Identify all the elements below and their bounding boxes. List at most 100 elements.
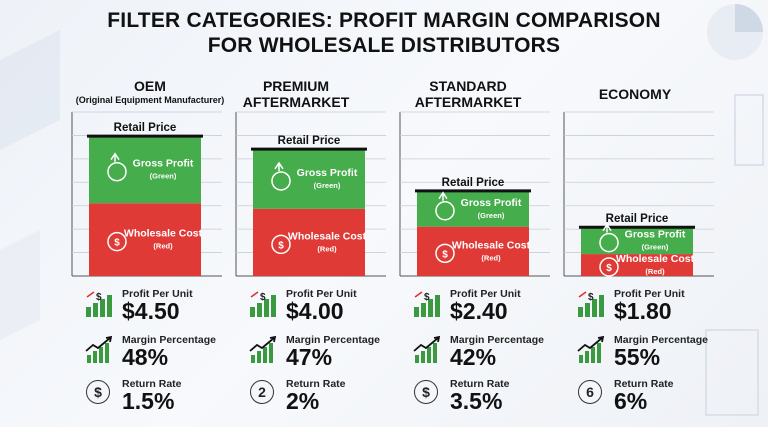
cost-segment-sub: (Red)	[153, 242, 173, 251]
metrics-panel-oem: $ Profit Per Unit $4.50 Margin Percentage 48…	[84, 286, 244, 416]
metric-profit-value: $4.50	[122, 298, 180, 324]
coins-icon	[107, 161, 127, 182]
category-subtitle: (Original Equipment Manufacturer)	[75, 95, 225, 105]
metric-margin-label: Margin Percentage	[450, 334, 544, 346]
money-bag-icon	[435, 243, 455, 264]
metric-profit-value: $1.80	[614, 298, 672, 324]
metric-return-label: Return Rate	[122, 378, 182, 390]
dollar-sign-glyph: $	[606, 263, 612, 274]
metric-margin: Margin Percentage 42%	[412, 332, 572, 372]
category-title-oem: OEM (Original Equipment Manufacturer)	[70, 78, 230, 106]
metrics-panel-economy: $ Profit Per Unit $1.80 Margin Percentage 55…	[576, 286, 736, 416]
metric-profit: $ Profit Per Unit $2.40	[412, 286, 572, 326]
svg-text:$: $	[260, 292, 266, 303]
metric-profit-label: Profit Per Unit	[614, 288, 685, 300]
metric-return-label: Return Rate	[614, 378, 674, 390]
arrow-up-icon	[602, 223, 612, 233]
metric-profit-value: $4.00	[286, 298, 344, 324]
dollar-sign-glyph: $	[114, 238, 120, 249]
metric-margin-value: 48%	[122, 344, 169, 370]
bar-wholesale-cost	[581, 254, 693, 276]
money-bag-icon	[107, 231, 127, 252]
return-coin-icon: $	[86, 380, 110, 404]
profit-segment-label: Gross Profit	[625, 229, 686, 241]
trend-up-icon	[84, 335, 114, 365]
dollar-sign-glyph: $	[278, 240, 284, 251]
metric-profit-label: Profit Per Unit	[286, 288, 357, 300]
return-coin-icon: $	[414, 380, 438, 404]
metric-margin-label: Margin Percentage	[286, 334, 380, 346]
cost-segment-label: Wholesale Cost	[452, 239, 531, 251]
retail-price-label: Retail Price	[114, 122, 177, 134]
metric-margin-label: Margin Percentage	[122, 334, 216, 346]
cost-segment-label: Wholesale Cost	[124, 228, 203, 240]
profit-segment-sub: (Green)	[314, 181, 341, 190]
profit-bars-icon: $	[412, 289, 442, 319]
cost-segment-sub: (Red)	[317, 244, 337, 253]
metric-profit-label: Profit Per Unit	[450, 288, 521, 300]
metric-return: 2 Return Rate 2%	[248, 376, 408, 416]
cost-segment-sub: (Red)	[645, 267, 665, 276]
money-bag-icon	[599, 257, 619, 277]
metric-return: 6 Return Rate 6%	[576, 376, 736, 416]
metric-return-value: 6%	[614, 388, 648, 414]
profit-bars-icon: $	[84, 289, 114, 319]
coins-icon	[435, 201, 455, 221]
metric-return-value: 1.5%	[122, 388, 175, 414]
money-bag-icon	[271, 234, 291, 255]
metric-margin-value: 42%	[450, 344, 497, 370]
metric-return-label: Return Rate	[450, 378, 510, 390]
category-title-economy: ECONOMY	[598, 86, 672, 102]
metric-return-value: 2%	[286, 388, 320, 414]
chart-title: FILTER CATEGORIES: PROFIT MARGIN COMPARI…	[0, 8, 768, 58]
category-title-standard: STANDARD AFTERMARKET	[414, 78, 522, 110]
profit-segment-sub: (Green)	[150, 172, 177, 181]
profit-segment-label: Gross Profit	[133, 158, 194, 170]
metric-return-label: Return Rate	[286, 378, 346, 390]
metric-margin: Margin Percentage 55%	[576, 332, 736, 372]
trend-up-icon	[576, 335, 606, 365]
metric-profit: $ Profit Per Unit $4.50	[84, 286, 244, 326]
metrics-panel-standard: $ Profit Per Unit $2.40 Margin Percentage 42…	[412, 286, 572, 416]
profit-segment-sub: (Green)	[478, 211, 505, 220]
retail-price-label: Retail Price	[442, 177, 505, 189]
metrics-panel-premium: $ Profit Per Unit $4.00 Margin Percentage 47…	[248, 286, 408, 416]
category-label: OEM	[134, 78, 166, 94]
metric-margin-value: 47%	[286, 344, 333, 370]
metric-profit: $ Profit Per Unit $4.00	[248, 286, 408, 326]
trend-up-icon	[412, 335, 442, 365]
metric-profit: $ Profit Per Unit $1.80	[576, 286, 736, 326]
category-title-premium: PREMIUM AFTERMARKET	[242, 78, 350, 110]
metric-return: $ Return Rate 3.5%	[412, 376, 572, 416]
metric-return-value: 3.5%	[450, 388, 503, 414]
chart-area: OEM (Original Equipment Manufacturer) PR…	[70, 78, 714, 277]
coins-icon	[599, 232, 619, 253]
return-coin-icon: 2	[250, 380, 274, 404]
cost-segment-sub: (Red)	[481, 253, 501, 262]
cost-segment-label: Wholesale Cost	[288, 230, 367, 242]
dollar-sign-glyph: $	[442, 249, 448, 260]
metric-profit-value: $2.40	[450, 298, 508, 324]
chart-svg: Retail Price Gross Profit (Green) $ Wholesal…	[71, 111, 714, 277]
profit-bars-icon: $	[248, 289, 278, 319]
metric-return: $ Return Rate 1.5%	[84, 376, 244, 416]
retail-price-label: Retail Price	[278, 135, 341, 147]
metric-margin-label: Margin Percentage	[614, 334, 708, 346]
profit-segment-label: Gross Profit	[297, 167, 358, 179]
chart-title-line2: FOR WHOLESALE DISTRIBUTORS	[207, 34, 561, 57]
cost-segment-label: Wholesale Cost	[616, 253, 695, 265]
return-coin-icon: 6	[578, 380, 602, 404]
profit-segment-sub: (Green)	[642, 243, 669, 252]
chart-title-line1: FILTER CATEGORIES: PROFIT MARGIN COMPARI…	[107, 9, 661, 32]
metric-profit-label: Profit Per Unit	[122, 288, 193, 300]
retail-price-label: Retail Price	[606, 213, 669, 225]
arrow-up-icon	[274, 161, 284, 171]
profit-segment-label: Gross Profit	[461, 197, 522, 209]
metric-margin: Margin Percentage 48%	[84, 332, 244, 372]
svg-text:$: $	[588, 292, 594, 303]
arrow-up-icon	[438, 191, 448, 201]
coins-icon	[271, 171, 291, 191]
metric-margin-value: 55%	[614, 344, 661, 370]
svg-text:$: $	[424, 292, 430, 303]
metric-margin: Margin Percentage 47%	[248, 332, 408, 372]
